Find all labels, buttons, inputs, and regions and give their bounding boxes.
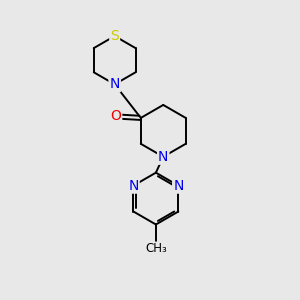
Text: N: N [173,178,184,193]
Text: N: N [128,178,139,193]
Text: N: N [158,150,168,164]
Text: CH₃: CH₃ [145,242,167,255]
Text: O: O [110,110,121,123]
Text: N: N [110,77,120,91]
Text: S: S [110,29,119,43]
